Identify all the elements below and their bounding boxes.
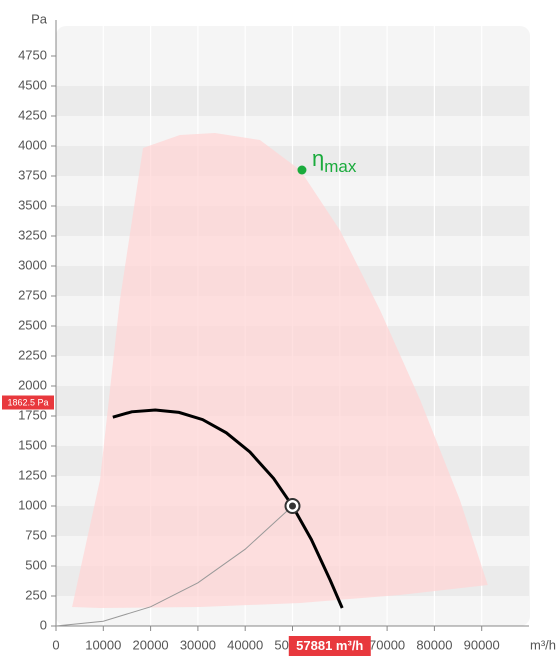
operating-point — [289, 502, 296, 510]
x-tick-label: 20000 — [133, 637, 169, 652]
y-tick-label: 3750 — [18, 167, 47, 182]
x-unit: m³/h — [530, 637, 556, 652]
x-tick-label: 80000 — [416, 637, 452, 652]
y-tick-label: 500 — [25, 557, 47, 572]
x-tick-label: 90000 — [464, 637, 500, 652]
envelope — [72, 133, 488, 608]
y-tick-label: 750 — [25, 527, 47, 542]
y-tick-label: 1500 — [18, 437, 47, 452]
x-readout-box — [288, 636, 371, 656]
y-tick-label: 2750 — [18, 287, 47, 302]
eta-max-point — [297, 165, 307, 175]
y-readout-box — [2, 395, 54, 410]
y-tick-label: 4250 — [18, 107, 47, 122]
y-tick-label: 4500 — [18, 77, 47, 92]
x-tick-label: 30000 — [180, 637, 216, 652]
system-curve — [55, 505, 293, 627]
y-readout: 1862.5 Pa — [7, 397, 48, 407]
x-readout: 57881 m³/h — [296, 638, 363, 653]
x-tick-label: 70000 — [369, 637, 405, 652]
y-tick-label: 4750 — [18, 47, 47, 62]
y-tick-label: 1000 — [18, 497, 47, 512]
y-tick-label: 0 — [40, 617, 47, 632]
y-tick-label: 3250 — [18, 227, 47, 242]
x-tick-label: 10000 — [85, 637, 121, 652]
y-tick-label: 2250 — [18, 347, 47, 362]
y-tick-label: 250 — [25, 587, 47, 602]
x-tick-label: 40000 — [227, 637, 263, 652]
x-tick-label: 0 — [52, 637, 59, 652]
y-tick-label: 3500 — [18, 197, 47, 212]
eta-subscript: max — [324, 157, 357, 176]
fan-curve — [112, 408, 344, 609]
y-tick-label: 3000 — [18, 257, 47, 272]
y-tick-label: 1250 — [18, 467, 47, 482]
y-unit: Pa — [31, 11, 48, 26]
y-tick-label: 4000 — [18, 137, 47, 152]
y-tick-label: 1750 — [18, 407, 47, 422]
y-tick-label: 2500 — [18, 317, 47, 332]
y-tick-label: 2000 — [18, 377, 47, 392]
eta-symbol: η — [312, 146, 324, 171]
eta-max-label: ηmax — [312, 146, 357, 177]
